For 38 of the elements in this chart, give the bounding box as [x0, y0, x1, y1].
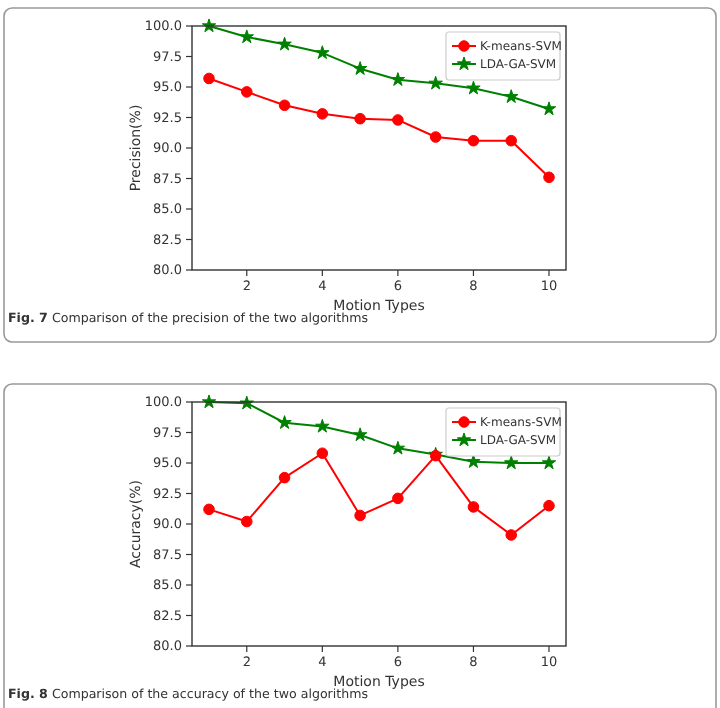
- point: [316, 447, 329, 460]
- point: [203, 72, 215, 85]
- point: [354, 509, 366, 522]
- point: [543, 499, 555, 512]
- point: [429, 131, 442, 143]
- point: [505, 529, 518, 541]
- point: [392, 492, 404, 505]
- point: [203, 503, 215, 516]
- point: [392, 114, 404, 126]
- point: [315, 45, 330, 60]
- point: [467, 134, 480, 147]
- point: [352, 427, 368, 442]
- point: [239, 29, 254, 44]
- point: [278, 471, 291, 484]
- point: [354, 112, 366, 125]
- point: [505, 134, 518, 147]
- point: [278, 99, 291, 112]
- point: [315, 418, 330, 433]
- point: [466, 454, 481, 468]
- point: [504, 89, 519, 103]
- point: [201, 394, 217, 409]
- point: [277, 36, 292, 51]
- point: [240, 86, 253, 98]
- point: [240, 515, 253, 528]
- point: [541, 455, 557, 470]
- point: [201, 18, 217, 33]
- point: [390, 72, 406, 86]
- point: [352, 61, 368, 75]
- point: [316, 108, 329, 120]
- point: [239, 395, 254, 410]
- point: [504, 455, 519, 470]
- point: [543, 171, 555, 184]
- point: [277, 415, 292, 429]
- point: [428, 75, 443, 90]
- point: [467, 501, 480, 513]
- point: [390, 440, 406, 455]
- point: [466, 80, 481, 95]
- point: [541, 101, 557, 116]
